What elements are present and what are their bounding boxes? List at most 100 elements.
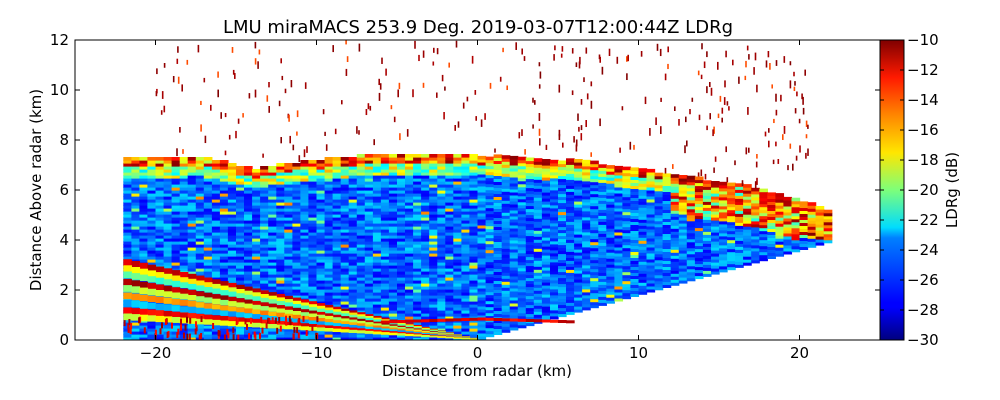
radar-cell	[236, 220, 245, 224]
radar-cell	[550, 177, 559, 182]
radar-cell	[654, 259, 664, 264]
noise-speckle	[303, 149, 306, 158]
radar-cell	[727, 218, 736, 223]
radar-cell	[654, 220, 664, 225]
radar-cell	[501, 281, 511, 285]
radar-cell	[284, 181, 293, 185]
radar-cell	[308, 256, 318, 260]
radar-cell	[509, 302, 519, 307]
radar-cell	[477, 239, 487, 244]
radar-cell	[244, 277, 253, 281]
radar-cell	[324, 232, 334, 236]
radar-cell	[316, 193, 326, 197]
radar-cell	[485, 171, 495, 176]
radar-cell	[566, 236, 575, 240]
radar-cell	[324, 283, 334, 287]
radar-cell	[171, 157, 181, 161]
radar-cell	[727, 227, 736, 232]
radar-cell	[276, 253, 285, 257]
radar-cell	[211, 190, 221, 194]
radar-cell	[421, 259, 430, 263]
radar-cell	[195, 178, 205, 182]
radar-cell	[163, 175, 173, 179]
radar-cell	[501, 272, 511, 276]
radar-cell	[582, 177, 591, 182]
radar-cell	[525, 304, 535, 309]
radar-cell	[340, 235, 350, 239]
radar-cell	[244, 259, 253, 263]
radar-cell	[405, 298, 414, 302]
melting-layer-cell	[316, 303, 326, 307]
radar-cell	[203, 214, 213, 218]
melting-layer-cell	[316, 314, 326, 319]
radar-cell	[380, 277, 390, 281]
radar-cell	[187, 187, 197, 191]
radar-cell	[380, 199, 390, 203]
radar-cell	[590, 229, 599, 234]
radar-cell	[582, 198, 591, 203]
radar-cell	[356, 178, 366, 182]
radar-cell	[364, 169, 374, 173]
melting-layer-cell	[413, 332, 422, 335]
radar-cell	[372, 235, 382, 239]
radar-cell	[380, 181, 390, 185]
radar-cell	[397, 208, 406, 212]
radar-cell	[284, 199, 293, 203]
melting-layer-cell	[364, 329, 374, 332]
clutter-cell	[176, 332, 179, 339]
radar-cell	[525, 301, 535, 306]
radar-cell	[590, 193, 599, 198]
radar-cell	[131, 337, 141, 340]
radar-cell	[308, 208, 318, 212]
radar-cell	[372, 223, 382, 227]
radar-cell	[405, 238, 414, 242]
radar-cell	[501, 239, 511, 243]
radar-cell	[405, 193, 414, 197]
radar-cell	[437, 190, 446, 194]
radar-cell	[622, 292, 632, 297]
radar-cell	[735, 216, 744, 220]
radar-cell	[469, 307, 479, 311]
radar-cell	[566, 293, 575, 297]
radar-cell	[356, 301, 366, 305]
melting-layer-cell	[123, 285, 132, 292]
radar-cell	[364, 250, 374, 254]
radar-cell	[759, 209, 768, 214]
noise-speckle	[373, 139, 375, 146]
radar-cell	[227, 268, 237, 272]
radar-cell	[252, 175, 261, 179]
melting-layer-cell	[227, 287, 237, 293]
melting-layer-cell	[405, 324, 414, 327]
radar-cell	[332, 241, 342, 245]
radar-cell	[276, 199, 285, 203]
radar-cell	[493, 172, 503, 176]
radar-cell	[574, 180, 583, 184]
radar-cell	[139, 232, 149, 236]
radar-cell	[276, 283, 285, 287]
radar-cell	[236, 190, 245, 194]
radar-cell	[719, 238, 728, 243]
radar-cell	[453, 166, 462, 170]
radar-cell	[654, 232, 664, 237]
radar-cell	[413, 241, 422, 245]
radar-cell	[469, 172, 479, 176]
radar-cell	[332, 259, 342, 263]
melting-layer-cell	[203, 287, 213, 293]
radar-cell	[397, 193, 406, 197]
radar-cell	[566, 302, 575, 306]
radar-cell	[364, 292, 374, 296]
radar-cell	[292, 226, 302, 230]
radar-cell	[566, 260, 575, 264]
radar-cell	[211, 226, 221, 230]
radar-cell	[332, 334, 342, 338]
melting-layer-cell	[131, 286, 141, 293]
radar-cell	[646, 249, 656, 254]
radar-cell	[356, 310, 366, 314]
radar-cell	[227, 184, 237, 188]
radar-cell	[630, 266, 640, 270]
radar-cell	[421, 193, 430, 197]
radar-cell	[131, 319, 141, 323]
radar-cell	[550, 204, 559, 209]
radar-cell	[413, 316, 422, 320]
radar-cell	[606, 207, 615, 211]
